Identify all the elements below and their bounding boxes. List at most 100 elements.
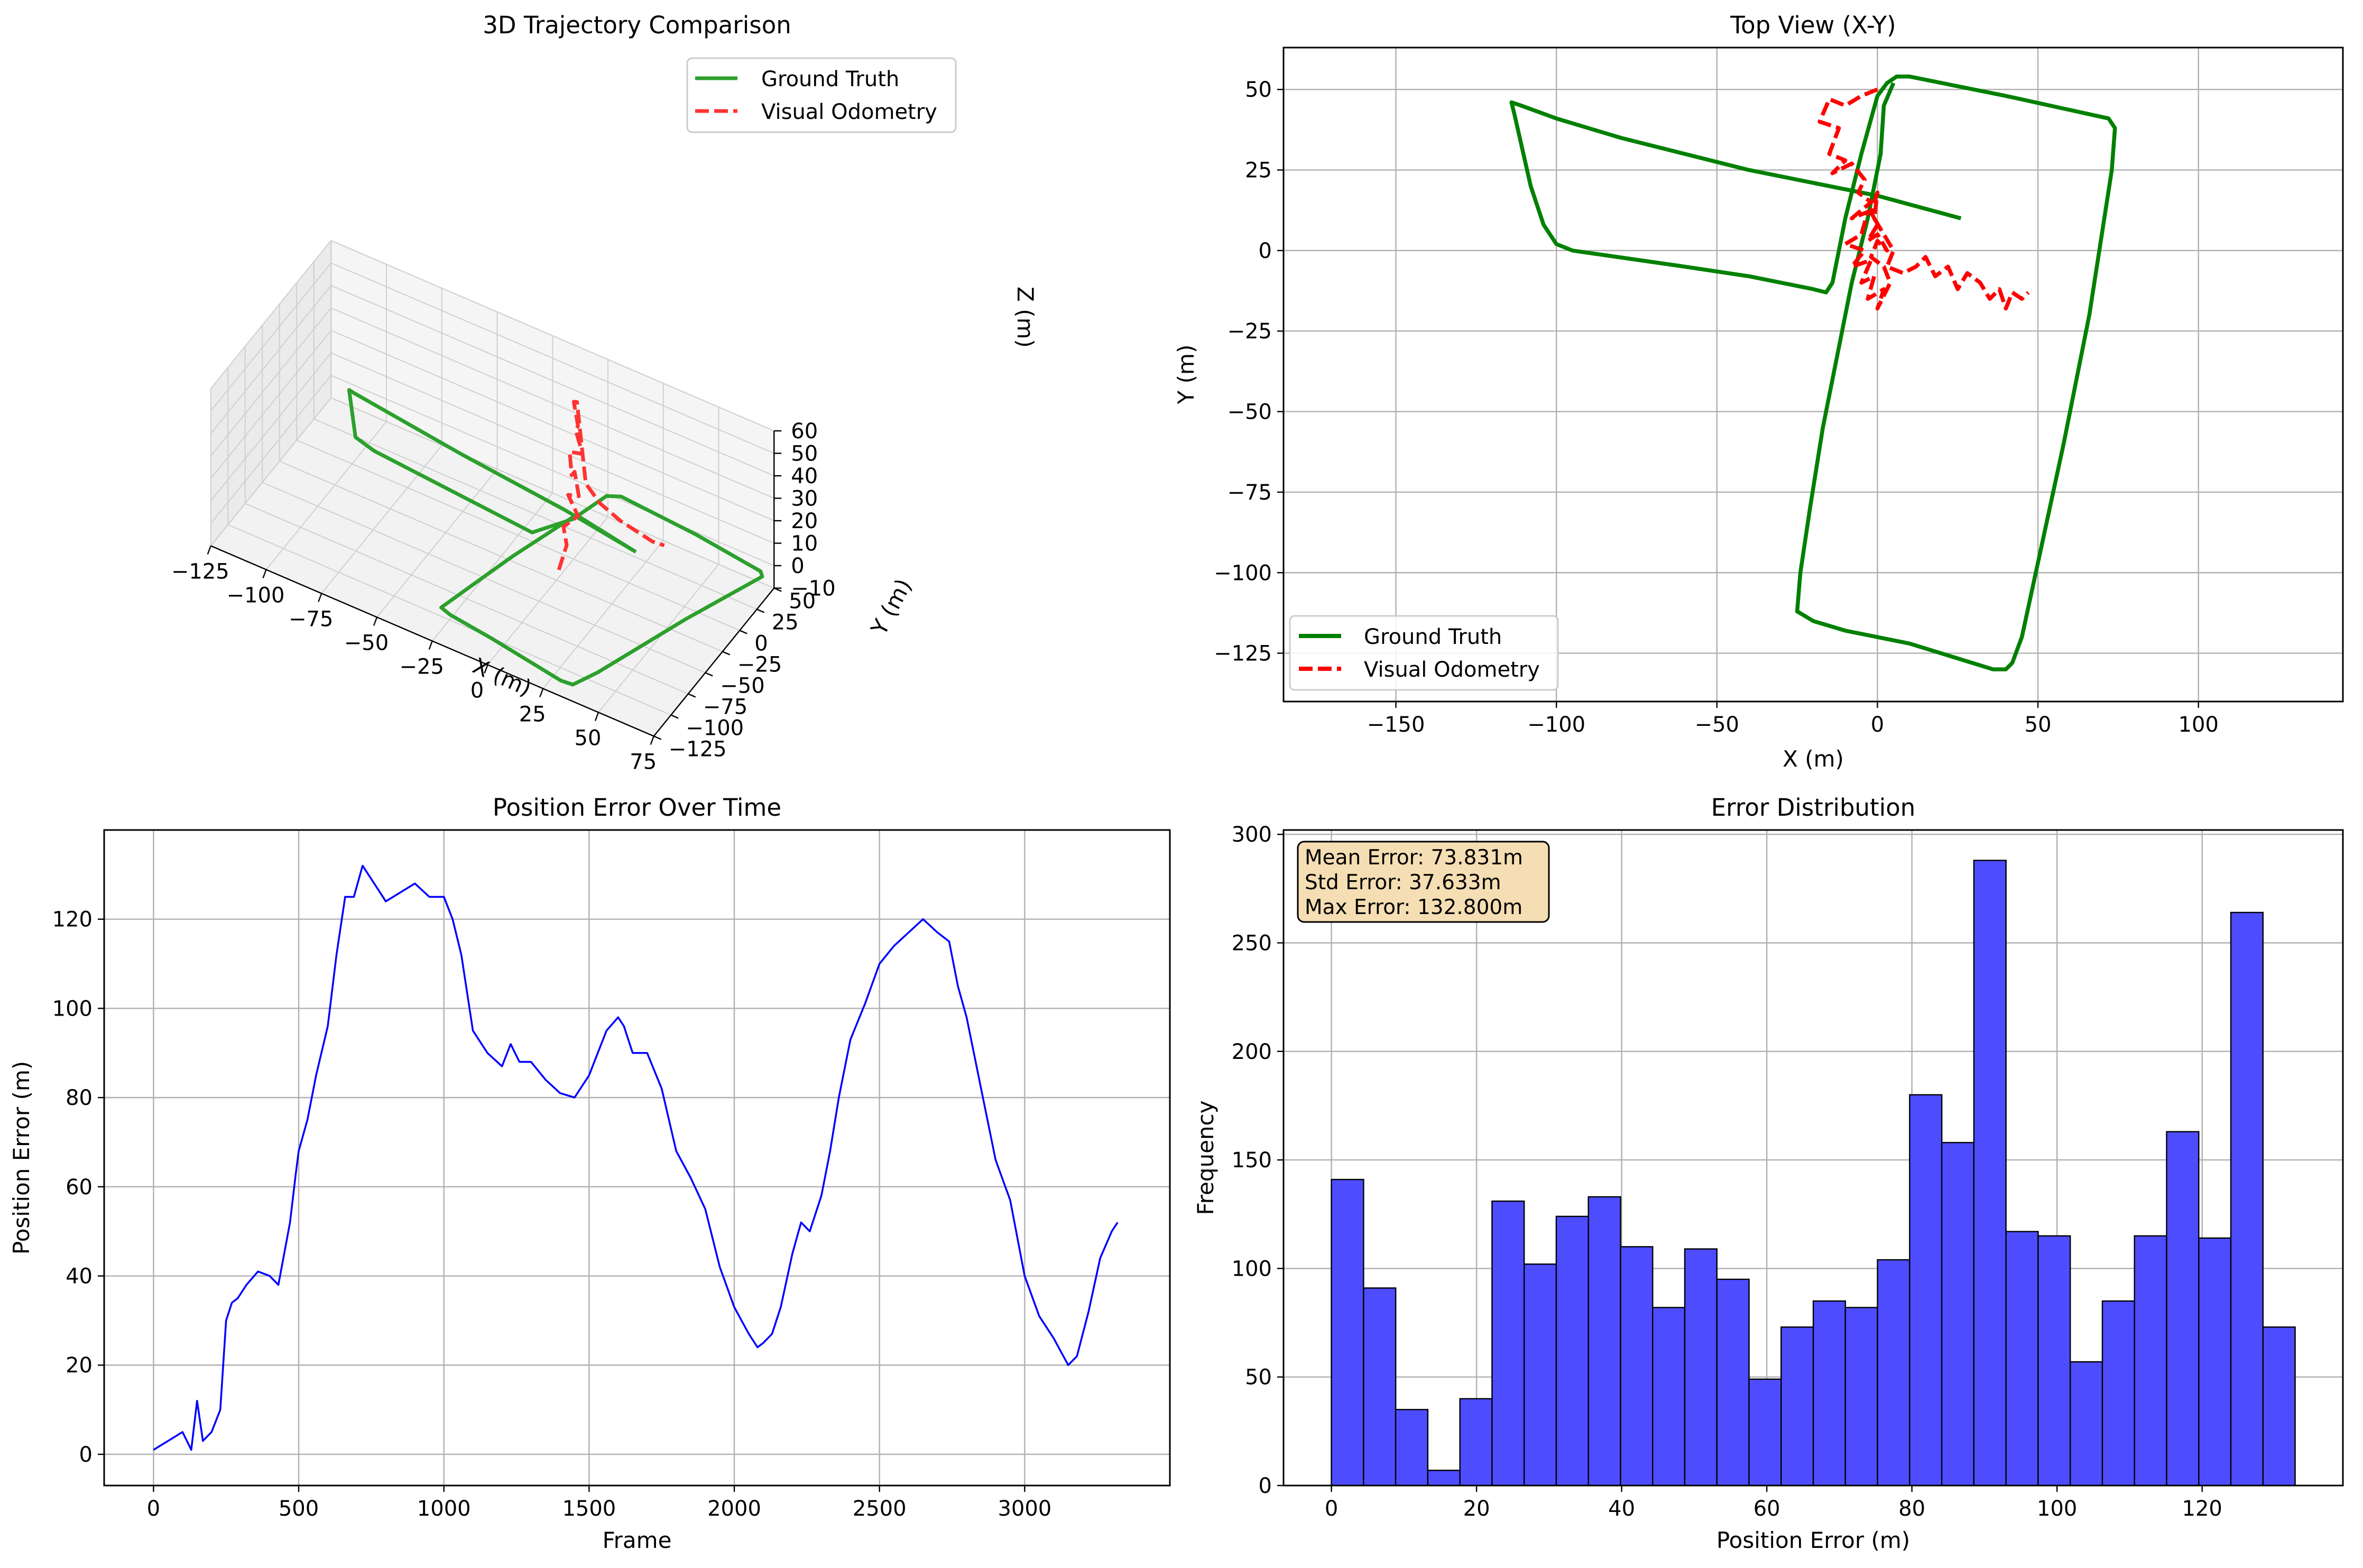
3d-back-gridline xyxy=(330,375,774,566)
3d-back-gridline xyxy=(330,240,774,431)
x-tick-label: 0 xyxy=(1325,1497,1338,1521)
3d-y-tick-mark xyxy=(722,651,731,656)
3d-x-tick-mark xyxy=(207,546,211,555)
3d-back-gridline xyxy=(330,285,774,476)
3d-floor-gridline xyxy=(487,516,608,666)
histogram-bar xyxy=(1427,1470,1461,1487)
y-tick-label: 50 xyxy=(1245,1366,1272,1390)
y-tick-label: 0 xyxy=(1259,1474,1272,1498)
position-error-y-axis-label: Position Error (m) xyxy=(8,1061,34,1255)
x-tick-label: 2000 xyxy=(707,1497,761,1521)
histogram-bar xyxy=(1748,1378,1782,1487)
histogram-bar xyxy=(2262,1326,2296,1487)
histogram-axes-frame xyxy=(1282,829,2344,1487)
histogram-bar xyxy=(2037,1235,2071,1487)
top-view-legend-frame xyxy=(1289,615,1559,691)
y-tick-label: −50 xyxy=(1227,400,1272,425)
3d-left-gridline xyxy=(210,307,332,457)
position-error-gridlines xyxy=(104,830,1170,1486)
3d-z-tick-label: 10 xyxy=(791,532,818,556)
histogram-tick-labels: 0 20 40 60 80 100 120 0 50 100 150 200 250 300 xyxy=(1232,823,2222,1521)
3d-ground-truth-line xyxy=(347,388,764,687)
3d-y-tick-label: 25 xyxy=(772,611,799,635)
histogram-bar xyxy=(1523,1263,1557,1487)
x-tick-label: 120 xyxy=(2182,1497,2222,1521)
histogram-x-axis-label: Position Error (m) xyxy=(1716,1527,1910,1553)
histogram-bar xyxy=(1459,1398,1493,1487)
3d-left-gridline xyxy=(210,330,332,479)
3d-y-tick-label: 0 xyxy=(754,632,768,656)
x-tick-label: 0 xyxy=(1871,713,1884,737)
3d-x-tick-mark xyxy=(594,712,599,721)
position-error-x-axis-label: Frame xyxy=(603,1527,672,1553)
mean-error-text: Mean Error: 73.831m xyxy=(1305,846,1523,870)
y-tick-label: 25 xyxy=(1245,159,1272,183)
top-view-subplot: Top View (X-Y) −150 −100 −50 0 50 100 −125 −100… xyxy=(1173,11,2344,772)
3d-x-tick-label: −75 xyxy=(289,607,333,632)
x-tick-label: 60 xyxy=(1753,1497,1780,1521)
x-tick-label: 20 xyxy=(1463,1497,1490,1521)
histogram-bar xyxy=(1555,1215,1589,1487)
error-stats-box xyxy=(1297,841,1550,923)
3d-back-gridline xyxy=(330,262,774,454)
y-tick-label: 150 xyxy=(1232,1148,1272,1173)
3d-x-tick-label: 75 xyxy=(630,750,657,774)
3d-x-tick-label: −50 xyxy=(344,631,389,656)
3d-z-tick-label: 30 xyxy=(791,487,818,511)
3d-x-tick-mark xyxy=(318,593,322,602)
3d-y-tick-label: −75 xyxy=(703,695,747,720)
3d-chart-title: 3D Trajectory Comparison xyxy=(483,11,791,39)
top-view-title: Top View (X-Y) xyxy=(1730,11,1896,39)
histogram-bar xyxy=(1491,1200,1525,1487)
top-view-axes-frame xyxy=(1282,47,2344,703)
x-tick-label: −50 xyxy=(1695,713,1739,737)
error-distribution-title: Error Distribution xyxy=(1711,794,1916,822)
3d-axis-ticks: −125−100−75−50−250255075−125−100−75−50−2… xyxy=(171,419,836,774)
3d-left-gridline xyxy=(210,397,332,547)
histogram-bar xyxy=(1877,1259,1910,1487)
x-tick-label: −150 xyxy=(1367,713,1425,737)
3d-legend: Ground Truth Visual Odometry xyxy=(686,57,957,133)
3d-x-tick-label: −25 xyxy=(400,655,444,679)
x-tick-label: 0 xyxy=(147,1497,160,1521)
histogram-bar xyxy=(2230,911,2264,1487)
x-tick-label: 500 xyxy=(279,1497,319,1521)
3d-floor-gridline xyxy=(227,524,671,716)
3d-y-tick-mark xyxy=(653,735,662,740)
ground-truth-line xyxy=(1509,75,2117,671)
3d-left-gridline xyxy=(210,352,332,502)
3d-back-gridline xyxy=(330,307,774,499)
3d-z-tick-label: 40 xyxy=(791,464,818,488)
histogram-bar xyxy=(1651,1307,1686,1487)
3d-left-gridline xyxy=(210,375,332,524)
y-tick-label: 0 xyxy=(1259,239,1272,263)
3d-x-tick-mark xyxy=(539,688,544,697)
y-tick-label: 80 xyxy=(66,1086,93,1110)
y-tick-label: −125 xyxy=(1214,642,1272,666)
x-tick-label: 100 xyxy=(2179,713,2219,737)
3d-x-tick-label: 0 xyxy=(470,679,484,703)
3d-x-tick-mark xyxy=(262,569,267,578)
y-tick-label: 0 xyxy=(79,1443,93,1467)
histogram-bar xyxy=(1973,860,2007,1487)
max-error-text: Max Error: 132.800m xyxy=(1305,896,1522,919)
y-tick-label: −75 xyxy=(1227,481,1272,505)
y-tick-label: 250 xyxy=(1232,931,1272,956)
histogram-bar xyxy=(2134,1235,2167,1487)
3d-left-gridline xyxy=(210,285,332,434)
histogram-bar xyxy=(2198,1237,2232,1487)
top-view-x-axis-label: X (m) xyxy=(1783,746,1844,772)
y-tick-label: −25 xyxy=(1227,319,1272,344)
histogram-bar xyxy=(1684,1248,1718,1487)
3d-y-tick-mark xyxy=(739,630,747,634)
histogram-bar xyxy=(1331,1178,1364,1487)
3d-x-tick-label: 50 xyxy=(575,726,602,751)
3d-back-gridline xyxy=(330,352,774,544)
3d-y-tick-mark xyxy=(688,693,696,698)
3d-y-tick-mark xyxy=(705,672,713,677)
3d-legend-frame xyxy=(686,57,957,133)
3d-left-gridline xyxy=(210,240,332,389)
3d-floor-gridline xyxy=(598,564,719,713)
x-tick-label: 2500 xyxy=(853,1497,907,1521)
3d-x-tick-mark xyxy=(428,641,433,650)
